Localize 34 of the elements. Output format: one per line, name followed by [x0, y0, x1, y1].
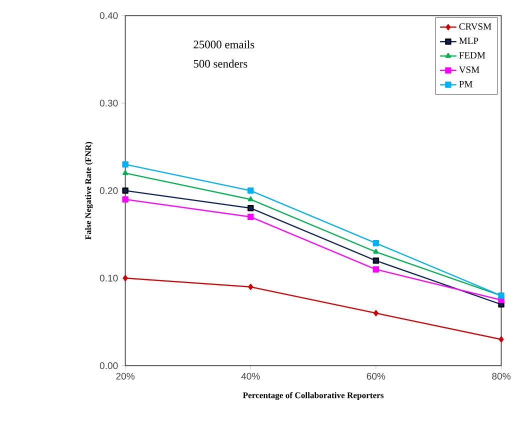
point: [372, 258, 380, 264]
annotation: 25000 emails: [194, 40, 254, 49]
y-tick-label: 0.30: [100, 100, 118, 107]
legend-label: VSM: [458, 66, 480, 74]
legend-label: FEDM: [459, 52, 486, 59]
point: [248, 214, 254, 220]
x-tick-label: 60%: [366, 373, 386, 380]
point: [122, 170, 128, 176]
point: [248, 196, 254, 202]
point: [372, 266, 380, 273]
y-axis-title: False Negative Rate (FNR): [85, 142, 93, 240]
annotation: 500 senders: [194, 60, 248, 68]
point: [498, 336, 504, 343]
point: [248, 284, 254, 290]
y-tick-label: 0.20: [100, 187, 118, 194]
legend-label: MLP: [459, 38, 478, 44]
point: [122, 161, 128, 168]
y-tick-label: 0.40: [100, 12, 118, 20]
point: [122, 196, 128, 203]
point: [373, 248, 379, 254]
y-tick-label: 0.10: [100, 274, 118, 282]
legend-label: PM: [459, 81, 472, 88]
x-tick-label: 40%: [241, 373, 260, 380]
legend-label: CRVSM: [459, 23, 492, 30]
point: [122, 188, 128, 194]
x-axis-title: Percentage of Collaborative Reporters: [242, 392, 384, 400]
point: [373, 310, 378, 316]
point: [372, 240, 380, 246]
x-tick-label: 80%: [492, 373, 510, 380]
y-tick-label: 0.00: [100, 362, 118, 370]
x-tick-label: 20%: [116, 373, 135, 380]
point: [122, 275, 128, 282]
point: [248, 205, 254, 212]
point: [248, 188, 254, 194]
